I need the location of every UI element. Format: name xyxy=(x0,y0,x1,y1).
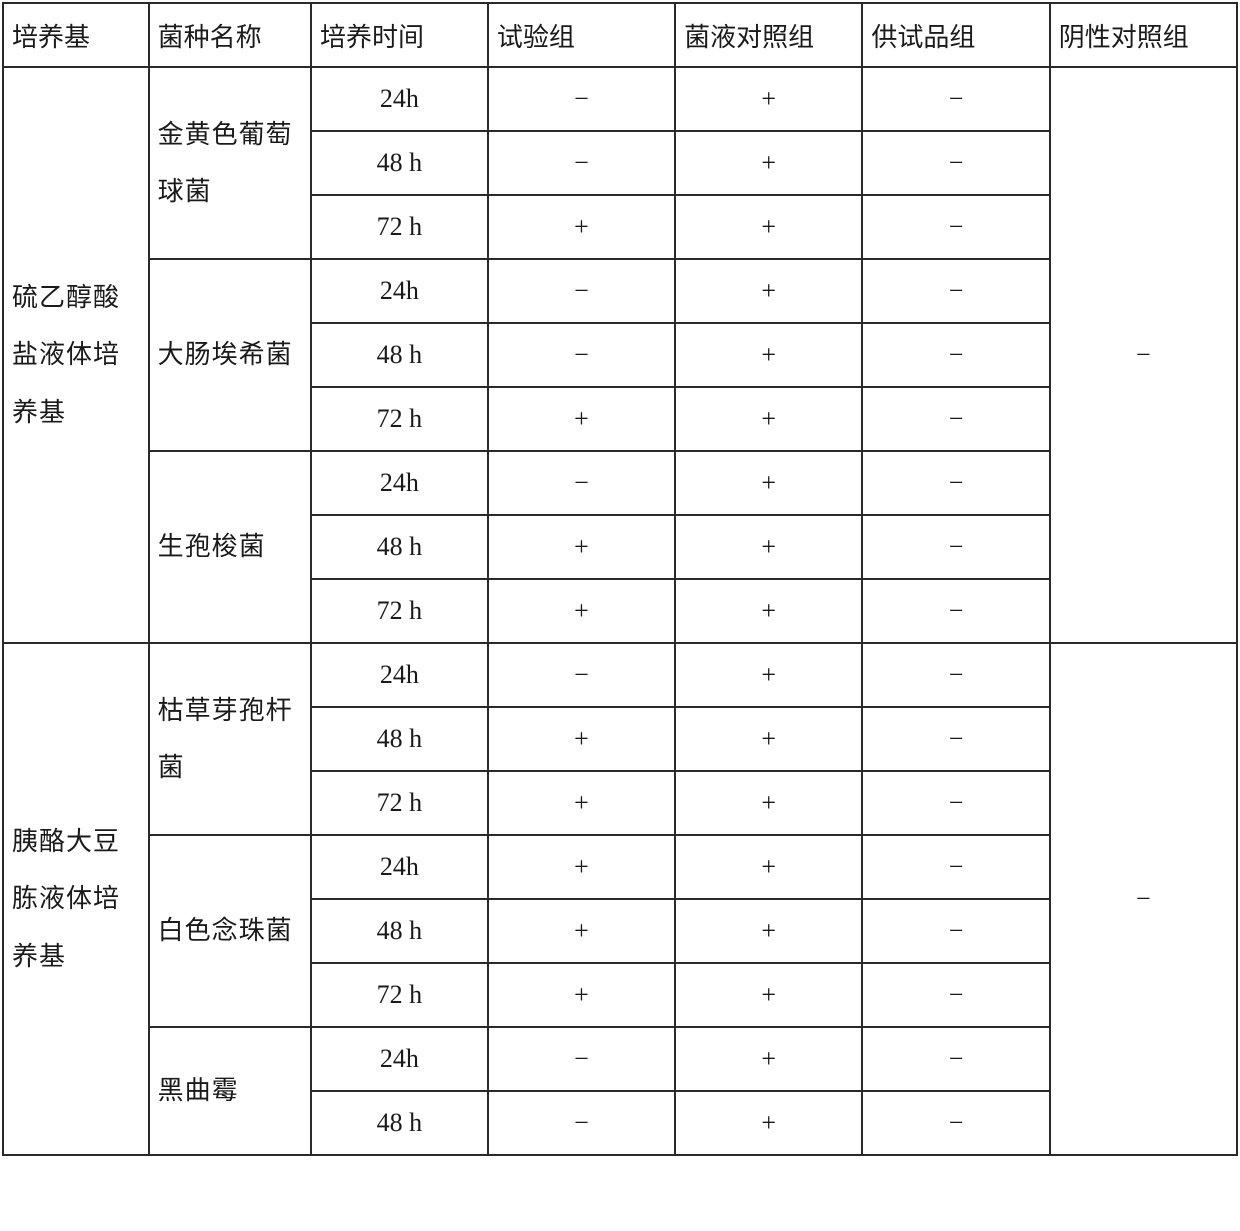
test-cell: − xyxy=(488,67,675,131)
liquid-control-cell: + xyxy=(675,1091,862,1155)
time-cell: 48 h xyxy=(311,707,488,771)
col-header: 培养基 xyxy=(3,3,149,67)
col-header: 供试品组 xyxy=(862,3,1049,67)
liquid-control-cell: + xyxy=(675,195,862,259)
liquid-control-cell: + xyxy=(675,707,862,771)
sample-cell: − xyxy=(862,899,1049,963)
time-cell: 24h xyxy=(311,259,488,323)
time-cell: 72 h xyxy=(311,387,488,451)
time-cell: 24h xyxy=(311,1027,488,1091)
liquid-control-cell: + xyxy=(675,515,862,579)
col-header: 菌种名称 xyxy=(149,3,311,67)
liquid-control-cell: + xyxy=(675,259,862,323)
test-cell: − xyxy=(488,259,675,323)
sample-cell: − xyxy=(862,259,1049,323)
time-cell: 48 h xyxy=(311,323,488,387)
test-cell: − xyxy=(488,323,675,387)
col-header: 培养时间 xyxy=(311,3,488,67)
strain-cell: 枯草芽孢杆菌 xyxy=(149,643,311,835)
time-cell: 48 h xyxy=(311,131,488,195)
medium-cell: 硫乙醇酸盐液体培养基 xyxy=(3,67,149,643)
sample-cell: − xyxy=(862,579,1049,643)
strain-cell: 金黄色葡萄球菌 xyxy=(149,67,311,259)
sample-cell: − xyxy=(862,387,1049,451)
test-cell: + xyxy=(488,835,675,899)
sample-cell: − xyxy=(862,515,1049,579)
liquid-control-cell: + xyxy=(675,67,862,131)
table-row: 硫乙醇酸盐液体培养基金黄色葡萄球菌24h−+−− xyxy=(3,67,1237,131)
liquid-control-cell: + xyxy=(675,131,862,195)
liquid-control-cell: + xyxy=(675,1027,862,1091)
test-cell: + xyxy=(488,771,675,835)
strain-cell: 生孢梭菌 xyxy=(149,451,311,643)
time-cell: 72 h xyxy=(311,195,488,259)
time-cell: 24h xyxy=(311,451,488,515)
sample-cell: − xyxy=(862,963,1049,1027)
sample-cell: − xyxy=(862,323,1049,387)
test-cell: − xyxy=(488,1091,675,1155)
strain-cell: 白色念珠菌 xyxy=(149,835,311,1027)
col-header: 试验组 xyxy=(488,3,675,67)
liquid-control-cell: + xyxy=(675,387,862,451)
sample-cell: − xyxy=(862,67,1049,131)
liquid-control-cell: + xyxy=(675,643,862,707)
time-cell: 72 h xyxy=(311,963,488,1027)
test-cell: − xyxy=(488,131,675,195)
liquid-control-cell: + xyxy=(675,579,862,643)
sample-cell: − xyxy=(862,835,1049,899)
sample-cell: − xyxy=(862,771,1049,835)
test-cell: − xyxy=(488,451,675,515)
negative-control-cell: − xyxy=(1050,643,1237,1155)
sample-cell: − xyxy=(862,1027,1049,1091)
test-cell: + xyxy=(488,899,675,963)
liquid-control-cell: + xyxy=(675,451,862,515)
test-cell: + xyxy=(488,515,675,579)
time-cell: 24h xyxy=(311,835,488,899)
results-table: 培养基菌种名称培养时间试验组菌液对照组供试品组阴性对照组硫乙醇酸盐液体培养基金黄… xyxy=(2,2,1238,1156)
time-cell: 72 h xyxy=(311,579,488,643)
sample-cell: − xyxy=(862,131,1049,195)
test-cell: + xyxy=(488,387,675,451)
liquid-control-cell: + xyxy=(675,835,862,899)
sample-cell: − xyxy=(862,451,1049,515)
strain-cell: 黑曲霉 xyxy=(149,1027,311,1155)
sample-cell: − xyxy=(862,643,1049,707)
sample-cell: − xyxy=(862,195,1049,259)
col-header: 菌液对照组 xyxy=(675,3,862,67)
test-cell: + xyxy=(488,963,675,1027)
time-cell: 72 h xyxy=(311,771,488,835)
time-cell: 24h xyxy=(311,67,488,131)
medium-cell: 胰酪大豆胨液体培养基 xyxy=(3,643,149,1155)
time-cell: 24h xyxy=(311,643,488,707)
test-cell: + xyxy=(488,707,675,771)
test-cell: + xyxy=(488,195,675,259)
test-cell: + xyxy=(488,579,675,643)
test-cell: − xyxy=(488,1027,675,1091)
negative-control-cell: − xyxy=(1050,67,1237,643)
table-row: 胰酪大豆胨液体培养基枯草芽孢杆菌24h−+−− xyxy=(3,643,1237,707)
sample-cell: − xyxy=(862,1091,1049,1155)
liquid-control-cell: + xyxy=(675,323,862,387)
strain-cell: 大肠埃希菌 xyxy=(149,259,311,451)
time-cell: 48 h xyxy=(311,1091,488,1155)
col-header: 阴性对照组 xyxy=(1050,3,1237,67)
time-cell: 48 h xyxy=(311,899,488,963)
liquid-control-cell: + xyxy=(675,771,862,835)
test-cell: − xyxy=(488,643,675,707)
liquid-control-cell: + xyxy=(675,963,862,1027)
time-cell: 48 h xyxy=(311,515,488,579)
liquid-control-cell: + xyxy=(675,899,862,963)
sample-cell: − xyxy=(862,707,1049,771)
